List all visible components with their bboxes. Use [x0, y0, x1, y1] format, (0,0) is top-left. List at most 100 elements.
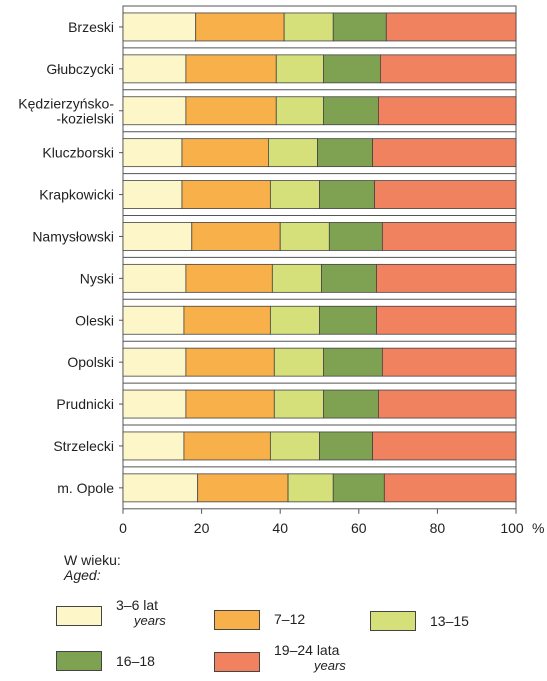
legend-swatch	[214, 652, 260, 672]
category-label: Brzeski	[68, 19, 114, 35]
legend-title: W wieku: Aged:	[64, 553, 121, 583]
bar-segment	[323, 96, 379, 126]
bar-segment	[374, 180, 517, 209]
bar-segment	[381, 347, 517, 377]
bar-segment	[287, 473, 334, 503]
bar-segment	[321, 263, 377, 293]
bar-segment	[185, 347, 275, 377]
bar-segment	[269, 180, 320, 209]
bar-segment	[323, 389, 379, 419]
legend-label: 16–18	[116, 653, 155, 669]
bar-segment	[122, 138, 183, 168]
bar-segment	[185, 389, 275, 419]
bar-segment	[317, 138, 373, 168]
legend-item-3-6: 3–6 lat years	[56, 597, 216, 637]
bar-segment	[279, 222, 330, 251]
bar-segment	[319, 180, 375, 209]
category-label: m. Opole	[57, 480, 114, 496]
legend-swatch	[370, 611, 416, 631]
legend-title-en: Aged:	[64, 567, 101, 583]
bar-segment	[383, 473, 517, 503]
category-label: Kluczborski	[42, 145, 114, 161]
bar-segment	[122, 431, 185, 461]
bar-segment	[372, 138, 517, 168]
bar-segment	[197, 473, 289, 503]
legend-label-en: years	[134, 613, 166, 628]
bar-segment	[269, 431, 320, 461]
bar-segment	[273, 347, 324, 377]
x-tick-label: 80	[430, 520, 446, 536]
legend-label: 19–24 lata	[274, 642, 340, 658]
x-unit-label: %	[532, 520, 544, 536]
bar-segment	[275, 96, 324, 126]
x-tick-label: 100	[500, 520, 524, 536]
legend-label: 13–15	[430, 613, 469, 629]
bar-segment	[323, 54, 381, 84]
bar-segment	[122, 263, 187, 293]
bar-segment	[283, 12, 334, 42]
bar-segment	[181, 138, 269, 168]
bar-segment	[122, 222, 193, 251]
bar-segment	[381, 222, 517, 251]
bar-segment	[273, 389, 324, 419]
x-tick-label: 20	[194, 520, 210, 536]
bar-segment	[122, 180, 183, 209]
bar-segment	[271, 263, 322, 293]
bar-segment	[332, 473, 385, 503]
x-tick-label: 60	[351, 520, 367, 536]
bar-segment	[122, 12, 197, 42]
bar-segment	[122, 389, 187, 419]
bar-segment	[332, 12, 387, 42]
category-label: -kozielski	[56, 110, 114, 126]
bar-segment	[122, 473, 199, 503]
legend-swatch	[214, 610, 260, 630]
category-label: Strzelecki	[53, 438, 114, 454]
legend-swatch	[56, 606, 102, 626]
bar-segment	[385, 12, 517, 42]
bar-segment	[185, 96, 277, 126]
bar-segment	[191, 222, 281, 251]
x-tick-label: 40	[272, 520, 288, 536]
bar-segment	[185, 263, 273, 293]
category-label: Krapkowicki	[39, 187, 114, 203]
bar-segment	[185, 54, 277, 84]
bar-segment	[319, 431, 373, 461]
bar-segment	[323, 347, 383, 377]
bar-segment	[376, 305, 517, 335]
bar-segment	[195, 12, 285, 42]
legend-title-pl: W wieku:	[64, 552, 121, 568]
legend-item-13-15: 13–15	[370, 597, 510, 637]
bar-segment	[378, 389, 517, 419]
category-label: Głubczycki	[46, 61, 114, 77]
bar-segment	[275, 54, 324, 84]
category-label: Prudnicki	[56, 396, 114, 412]
bar-segment	[122, 96, 187, 126]
bar-segment	[181, 180, 271, 209]
bar-segment	[183, 431, 271, 461]
legend-swatch	[56, 651, 102, 671]
bar-segment	[372, 431, 517, 461]
x-tick-label: 0	[119, 520, 127, 536]
bar-segment	[183, 305, 271, 335]
stacked-bar-chart: Brzeski Głubczycki Kędzierzyńsko--kozielsk…	[18, 5, 544, 536]
category-label: Oleski	[75, 312, 114, 328]
legend-item-7-12: 7–12	[214, 597, 354, 637]
category-label: Kędzierzyńsko-	[18, 95, 114, 111]
legend-label: 3–6 lat	[116, 597, 159, 613]
bar-segment	[269, 305, 320, 335]
category-label: Opolski	[67, 354, 114, 370]
bar-segment	[319, 305, 377, 335]
bar-segment	[378, 96, 517, 126]
legend-label-en: years	[314, 658, 346, 673]
legend-item-19-24: 19–24 lata years	[214, 641, 384, 681]
category-label: Nyski	[80, 270, 114, 286]
bar-segment	[122, 347, 187, 377]
bar-segment	[328, 222, 383, 251]
bar-segment	[122, 54, 187, 84]
category-label: Namysłowski	[32, 228, 114, 244]
bar-segment	[122, 305, 185, 335]
legend-label: 7–12	[274, 611, 306, 627]
bar-segment	[268, 138, 318, 168]
bar-segment	[376, 263, 517, 293]
legend-item-16-18: 16–18	[56, 641, 196, 681]
